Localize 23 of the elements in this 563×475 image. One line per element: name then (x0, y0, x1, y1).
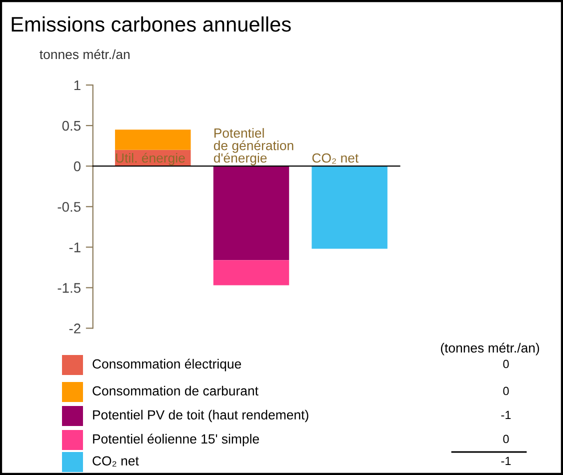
x-tick-label: CO₂ net (312, 153, 359, 164)
text: 0 (503, 360, 509, 368)
y-axis-title: tonnes métr./an (40, 49, 130, 60)
text: 0 (503, 434, 509, 444)
y-tick-label: -2 (69, 324, 80, 334)
legend-label: Potentiel PV de toit (haut rendement) (93, 410, 308, 422)
y-tick-label: -1.5 (58, 283, 81, 293)
text: (tonnes métr./an) (440, 342, 540, 356)
y-tick-label: -1 (69, 242, 80, 252)
legend-label: CO₂ net (92, 456, 139, 467)
text: -1 (501, 456, 511, 466)
y-tick-label: 1 (74, 80, 80, 90)
legend-label: Consommation de carburant (92, 386, 258, 396)
x-tick-label: Util. énergie (116, 152, 185, 166)
text: 0 (503, 386, 509, 396)
legend-label: Consommation électrique (92, 358, 242, 372)
y-tick-label: -0.5 (58, 202, 81, 212)
x-tick-label: Potentiel de génération d'énergie (214, 128, 294, 166)
y-tick-label: 0.5 (62, 120, 81, 131)
text: -1 (501, 410, 511, 420)
legend-label: Potentiel éolienne 15' simple (93, 434, 259, 446)
y-tick-label: 0 (74, 161, 81, 172)
chart-title: Emissions carbones annuelles (12, 16, 291, 32)
